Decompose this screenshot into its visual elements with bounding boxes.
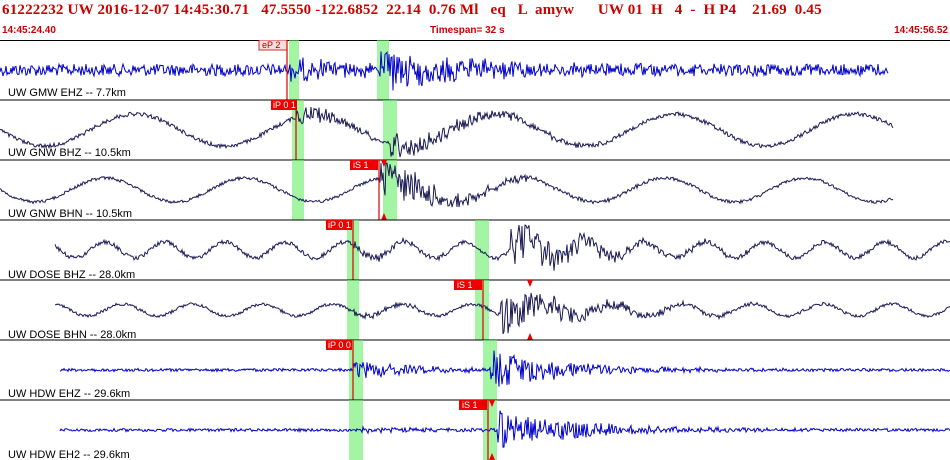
pick-label-1: iP 0 1 <box>273 100 296 110</box>
pick-label-6: iS 1 <box>462 400 478 410</box>
pick-marker-1[interactable] <box>271 100 297 110</box>
pick-label-5: iP 0 0 <box>328 340 351 350</box>
pick-label-0: eP 2 <box>262 40 280 50</box>
pick-marker-4[interactable] <box>454 280 482 290</box>
phase-window-0b <box>377 40 389 100</box>
waveform-trace-6 <box>59 410 950 448</box>
channel-panel-0[interactable]: eP 2 UW GMW EHZ -- 7.7km <box>0 40 950 101</box>
time-end-label: 14:45:56.52 <box>894 25 948 36</box>
pick-marker-5[interactable] <box>326 340 352 350</box>
waveform-trace-2 <box>0 162 894 208</box>
station-label-0: UW GMW EHZ -- 7.7km <box>8 87 126 99</box>
time-start-label: 14:45:24.40 <box>2 25 56 36</box>
waveform-trace-3 <box>54 224 950 271</box>
phase-window-1b <box>383 100 397 160</box>
phase-window-2a <box>292 160 304 220</box>
arrow-down-icon <box>527 280 533 287</box>
station-label-6: UW HDW EH2 -- 29.6km <box>8 449 130 460</box>
phase-window-2b <box>383 160 397 220</box>
pick-marker-6[interactable] <box>459 400 487 410</box>
channel-panel-5[interactable]: iP 0 0 UW HDW EHZ -- 29.6km <box>0 340 950 401</box>
waveform-trace-0 <box>0 50 889 91</box>
station-label-3: UW DOSE BHZ -- 28.0km <box>8 269 135 281</box>
arrow-up-icon <box>489 453 495 460</box>
station-label-4: UW DOSE BHN -- 28.0km <box>8 329 136 341</box>
phase-window-3b <box>475 220 489 280</box>
phase-window-0a <box>289 40 299 100</box>
timespan-label: Timespan= 32 s <box>430 25 505 36</box>
arrow-up-icon <box>381 213 387 220</box>
pick-label-4: iS 1 <box>457 280 473 290</box>
phase-window-4a <box>347 280 359 340</box>
arrow-down-icon <box>381 160 387 167</box>
waveform-trace-1 <box>0 107 894 158</box>
station-label-2: UW GNW BHN -- 10.5km <box>8 208 132 220</box>
channel-panel-2[interactable]: iS 1 UW GNW BHN -- 10.5km <box>0 160 950 221</box>
seismogram-traces[interactable]: eP 2 UW GMW EHZ -- 7.7km iP 0 1 UW GNW B… <box>0 40 950 460</box>
channel-panel-4[interactable]: iS 1 UW DOSE BHN -- 28.0km <box>0 280 950 341</box>
phase-window-4b <box>475 280 489 340</box>
station-label-5: UW HDW EHZ -- 29.6km <box>8 388 130 400</box>
channel-panel-3[interactable]: iP 0 1 UW DOSE BHZ -- 28.0km <box>0 220 950 281</box>
arrow-up-icon <box>527 333 533 340</box>
channel-panel-6[interactable]: iS 1 UW HDW EH2 -- 29.6km <box>8 400 950 460</box>
pick-marker-3[interactable] <box>326 220 352 230</box>
phase-window-1a <box>292 100 304 160</box>
station-label-1: UW GNW BHZ -- 10.5km <box>8 147 131 159</box>
pick-label-3: iP 0 1 <box>328 220 351 230</box>
waveform-trace-5 <box>59 350 950 387</box>
channel-panel-1[interactable]: iP 0 1 UW GNW BHZ -- 10.5km <box>0 100 950 161</box>
arrow-down-icon <box>489 400 495 407</box>
pick-label-2: iS 1 <box>353 160 369 170</box>
event-title: 61222232 UW 2016-12-07 14:45:30.71 47.55… <box>2 2 822 18</box>
event-header: 61222232 UW 2016-12-07 14:45:30.71 47.55… <box>0 0 950 41</box>
pick-marker-2[interactable] <box>350 160 378 170</box>
waveform-trace-4 <box>54 292 950 335</box>
